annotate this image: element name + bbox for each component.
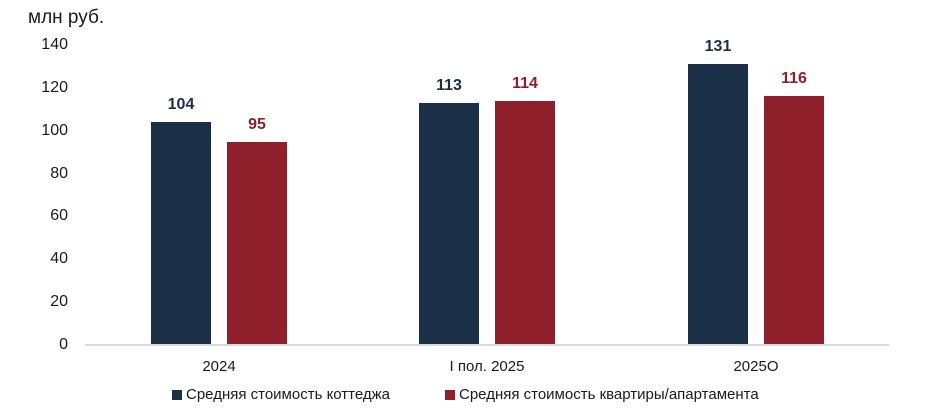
- y-tick: 100: [41, 122, 68, 139]
- bar-apartment-2025f: [764, 96, 824, 345]
- x-tick: I пол. 2025: [449, 358, 525, 375]
- y-tick: 40: [50, 250, 68, 267]
- bar-apartment-h1-2025: [495, 101, 555, 345]
- value-label: 131: [704, 38, 732, 55]
- y-tick: 80: [50, 165, 68, 182]
- y-tick: 60: [50, 207, 68, 224]
- y-tick: 120: [41, 79, 68, 96]
- bar-cottage-2025f: [688, 64, 748, 345]
- legend-swatch-icon: [172, 389, 182, 400]
- x-tick: 2025О: [733, 358, 779, 375]
- x-axis-line: [85, 344, 889, 346]
- x-tick: 2024: [202, 358, 236, 375]
- value-label: 104: [167, 96, 195, 113]
- y-tick: 140: [41, 36, 68, 53]
- legend-item-apartment: Средняя стоимость квартиры/апартамента: [445, 386, 759, 403]
- bar-cottage-h1-2025: [419, 103, 479, 345]
- y-axis-unit-label: млн руб.: [28, 7, 105, 28]
- value-label: 113: [436, 77, 462, 94]
- bar-apartment-2024: [227, 142, 287, 345]
- value-label: 95: [248, 116, 266, 133]
- legend-item-cottage: Средняя стоимость коттеджа: [172, 386, 390, 403]
- legend-label: Средняя стоимость квартиры/апартамента: [459, 386, 759, 403]
- value-label: 114: [512, 75, 538, 92]
- value-label: 116: [781, 70, 807, 87]
- legend-label: Средняя стоимость коттеджа: [186, 386, 391, 403]
- bar-cottage-2024: [151, 122, 211, 345]
- legend-swatch-icon: [445, 389, 455, 400]
- y-tick: 0: [59, 336, 68, 353]
- y-tick: 20: [50, 293, 68, 310]
